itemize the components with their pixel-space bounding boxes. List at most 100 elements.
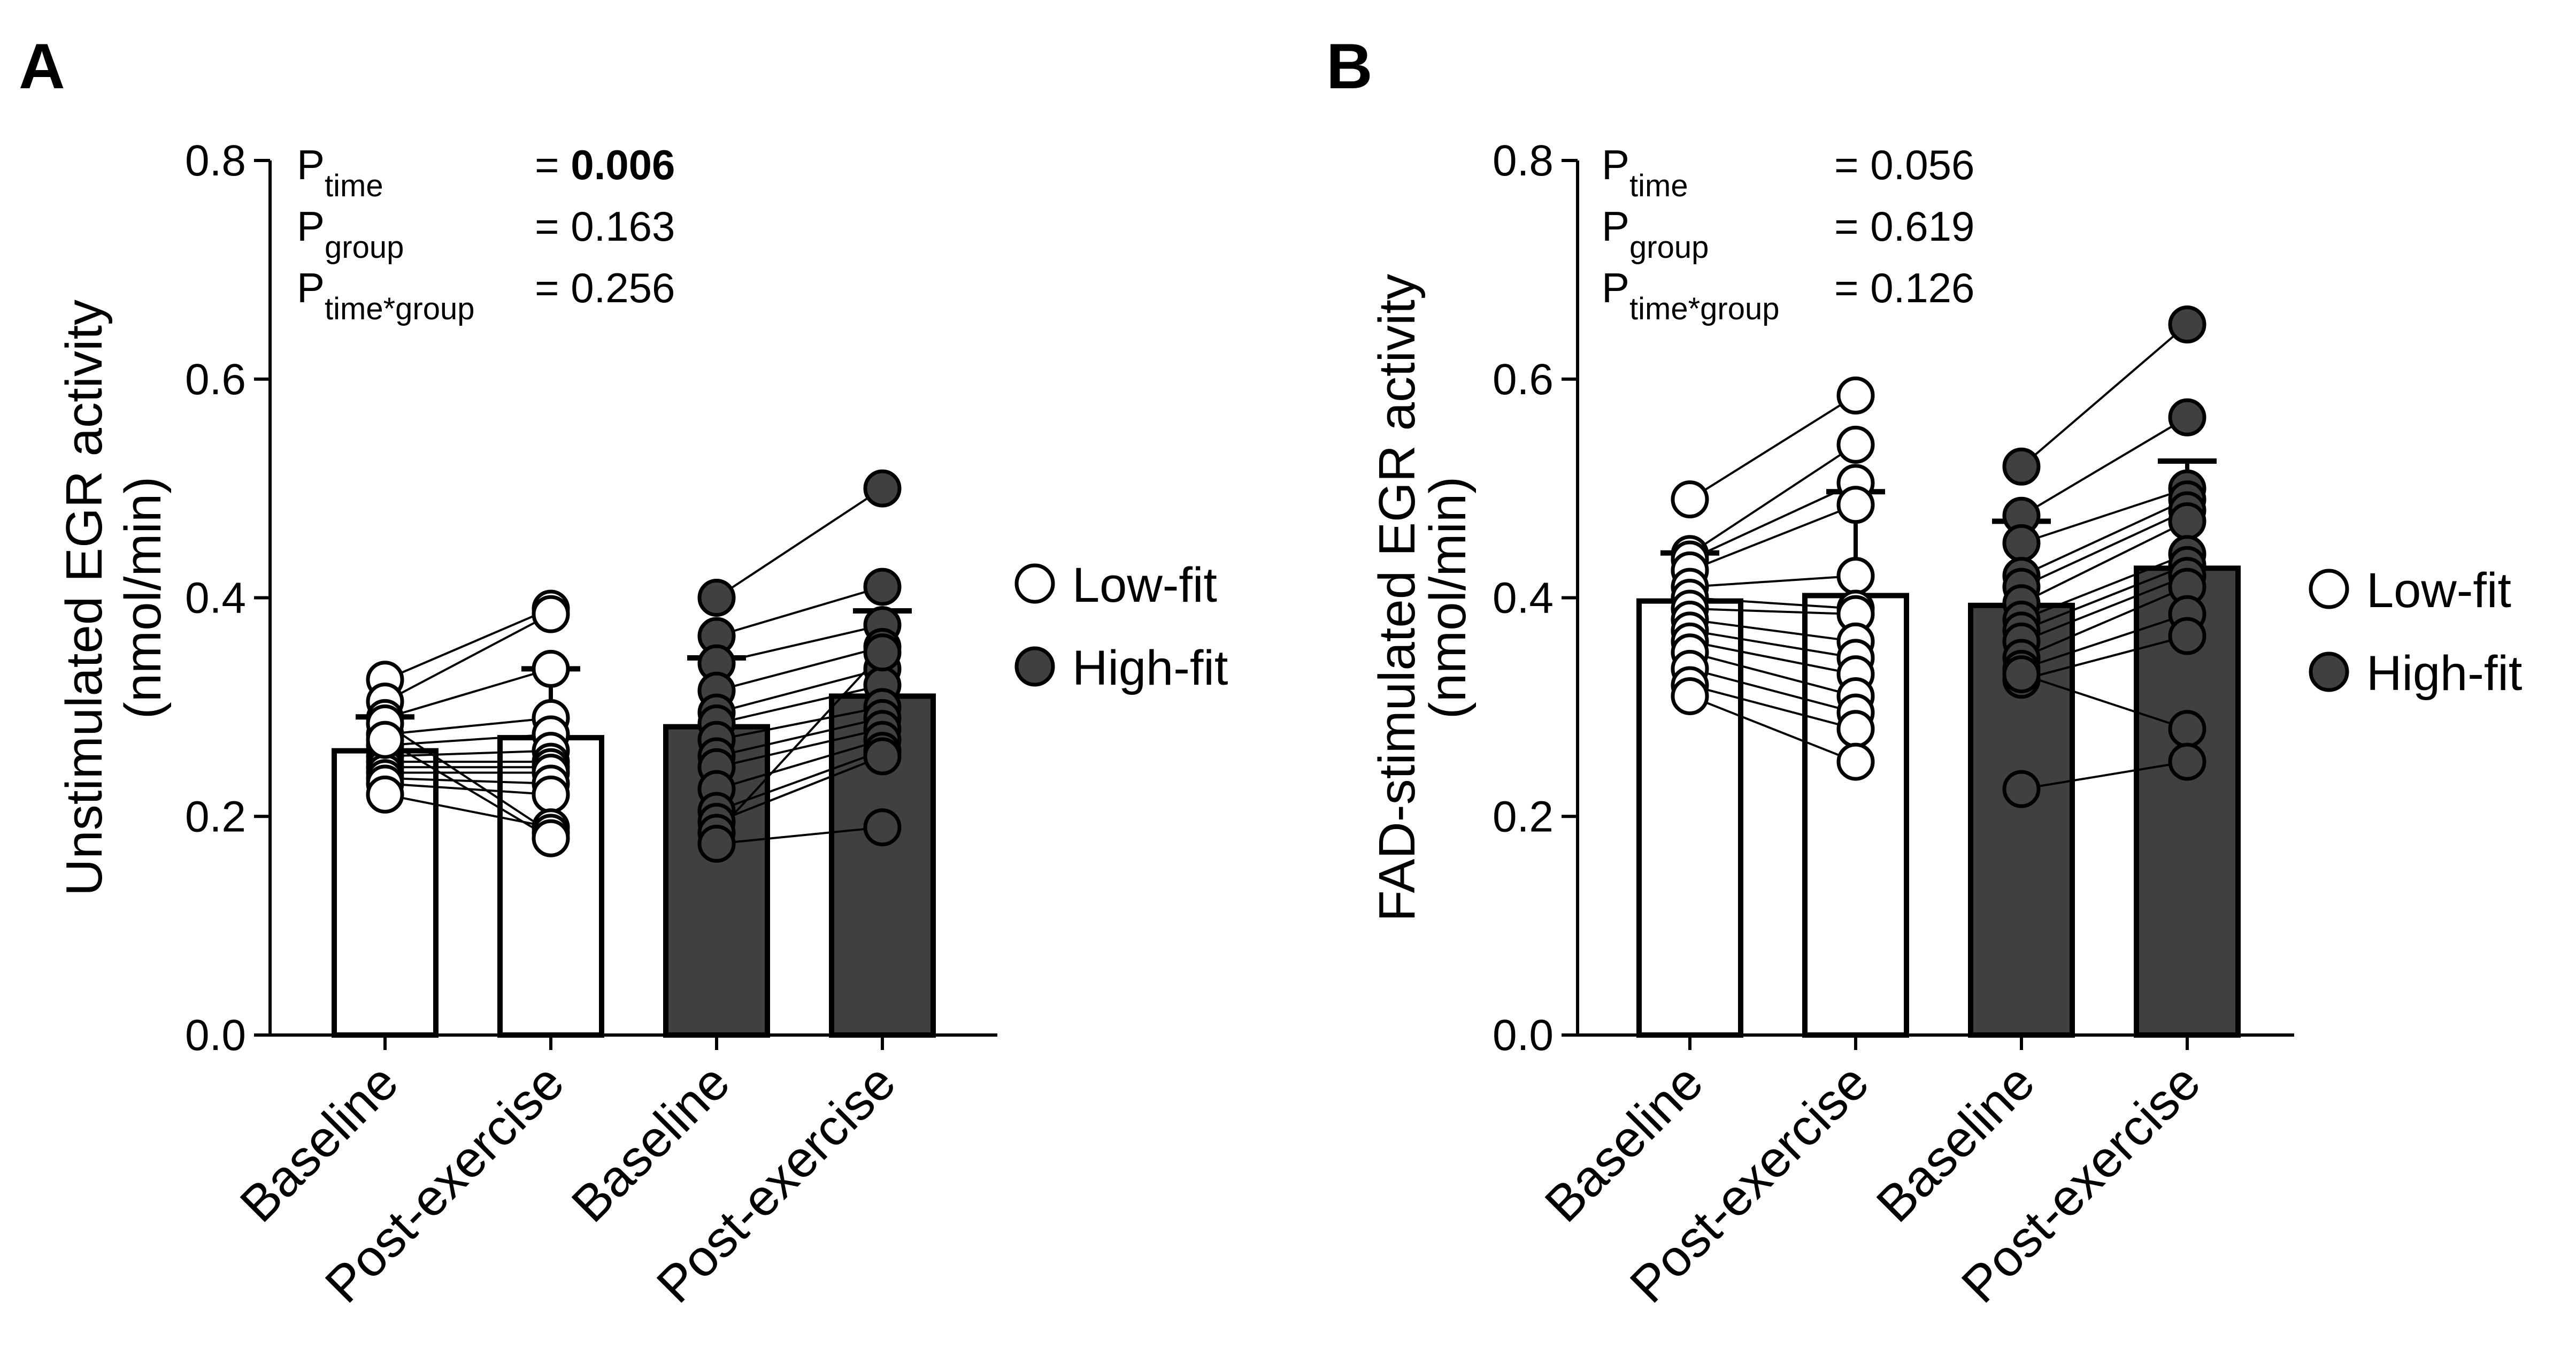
pair-line xyxy=(2021,673,2188,730)
pair-line xyxy=(385,608,551,681)
panel-label: B xyxy=(1326,30,1373,102)
panel-b: B 0.0 0.2 0.4 0.6 0.8 FAD-stimulated EGR activ… xyxy=(1326,30,2294,1314)
y-tick-label: 0.4 xyxy=(185,574,246,623)
pair-line xyxy=(716,586,883,637)
pair-line xyxy=(2021,520,2188,604)
pair-line xyxy=(2021,487,2188,545)
y-tick-label: 0.8 xyxy=(1493,136,1554,185)
pair-line xyxy=(1689,607,1856,616)
pair-line xyxy=(716,624,883,665)
pair-line xyxy=(385,733,551,747)
stat-label: Pgroup xyxy=(1602,203,1709,265)
y-tick-label: 0.6 xyxy=(1493,355,1554,404)
pair-line xyxy=(716,826,883,845)
pair-line xyxy=(2020,416,2188,517)
pair-line xyxy=(1689,668,1856,714)
pair-line xyxy=(2021,586,2188,659)
data-point-baseline xyxy=(366,775,404,814)
data-point-post xyxy=(1836,710,1875,748)
y-axis-label-units: (nmol/min) xyxy=(114,477,172,719)
pair-line xyxy=(1689,574,1856,588)
data-point-post xyxy=(2168,398,2206,436)
pair-line xyxy=(384,739,552,839)
data-point-baseline xyxy=(2002,655,2041,694)
pair-line xyxy=(716,727,883,769)
pair-line xyxy=(1689,503,1856,572)
pair-line xyxy=(2021,564,2188,632)
data-point-post xyxy=(1836,557,1875,595)
pair-line xyxy=(716,487,883,599)
pair-line xyxy=(2021,761,2188,791)
data-point-post xyxy=(863,633,902,672)
stat-value: = 0.006 xyxy=(535,141,675,188)
y-tick-label: 0.2 xyxy=(1493,792,1554,841)
pair-line xyxy=(1689,618,1856,643)
stat-label: Ptime xyxy=(1602,141,1688,203)
pair-line xyxy=(716,749,883,812)
data-point-baseline xyxy=(697,579,736,617)
legend-marker xyxy=(1014,646,1055,687)
pair-line xyxy=(1689,443,1857,555)
pair-line xyxy=(385,613,551,703)
pair-line xyxy=(1689,394,1857,501)
stat-label: Ptime*group xyxy=(1602,264,1780,326)
pair-line xyxy=(2021,613,2188,670)
pair-line xyxy=(384,722,552,834)
pair-line xyxy=(716,717,883,757)
data-point-post xyxy=(532,775,570,814)
pair-line xyxy=(716,755,883,823)
data-point-baseline xyxy=(697,824,736,863)
legend-marker xyxy=(1014,563,1055,604)
pair-line xyxy=(1689,651,1856,698)
pair-line xyxy=(2021,553,2188,621)
data-point-post xyxy=(863,737,902,776)
pair-line xyxy=(716,706,883,741)
y-axis-label: FAD-stimulated EGR activity xyxy=(1368,274,1426,922)
legend: Low-fit High-fit Low-fit High-fit xyxy=(1014,558,2522,701)
data-point-baseline xyxy=(1671,677,1709,715)
data-point-post xyxy=(2168,742,2206,781)
data-point-post xyxy=(863,568,902,606)
pair-line xyxy=(2020,324,2188,468)
legend-label: High-fit xyxy=(1072,641,1228,695)
data-point-post xyxy=(1836,376,1875,415)
panel-label: A xyxy=(19,30,65,102)
pair-line xyxy=(2021,509,2188,588)
data-point-post xyxy=(532,819,570,857)
y-tick-label: 0.4 xyxy=(1493,574,1554,623)
data-point-post xyxy=(2168,502,2206,540)
data-point-post xyxy=(532,649,570,688)
data-point-post xyxy=(1836,425,1875,464)
y-tick-label: 0.0 xyxy=(1493,1011,1554,1060)
legend-marker xyxy=(2309,652,2349,692)
pair-line xyxy=(716,739,883,791)
legend-label: Low-fit xyxy=(2366,563,2511,618)
stat-value: = 0.163 xyxy=(535,203,675,250)
stat-value: = 0.126 xyxy=(1834,264,1974,311)
pair-line xyxy=(385,777,551,785)
legend-label: Low-fit xyxy=(1072,558,1217,612)
pair-line xyxy=(716,646,883,692)
pair-line xyxy=(1689,695,1856,763)
stat-value: = 0.619 xyxy=(1834,203,1974,250)
data-point-post xyxy=(1836,486,1875,524)
pair-line xyxy=(1689,629,1856,659)
pair-line xyxy=(716,652,883,834)
pair-line xyxy=(1689,684,1856,730)
data-point-post xyxy=(2168,617,2206,655)
y-tick-label: 0.2 xyxy=(185,792,246,841)
legend-label: High-fit xyxy=(2366,646,2522,701)
data-point-baseline xyxy=(2002,524,2041,562)
data-point-baseline xyxy=(1671,480,1709,519)
y-axis-label: Unstimulated EGR activity xyxy=(56,300,113,896)
y-tick-label: 0.0 xyxy=(185,1011,246,1060)
data-point-post xyxy=(532,595,570,633)
pair-line xyxy=(2021,574,2188,643)
data-point-post xyxy=(2168,710,2206,748)
y-tick-label: 0.6 xyxy=(185,355,246,404)
stat-label: Ptime*group xyxy=(297,264,475,326)
data-point-post xyxy=(1836,742,1875,781)
y-tick-label: 0.8 xyxy=(185,136,246,185)
pair-line xyxy=(2021,635,2188,681)
